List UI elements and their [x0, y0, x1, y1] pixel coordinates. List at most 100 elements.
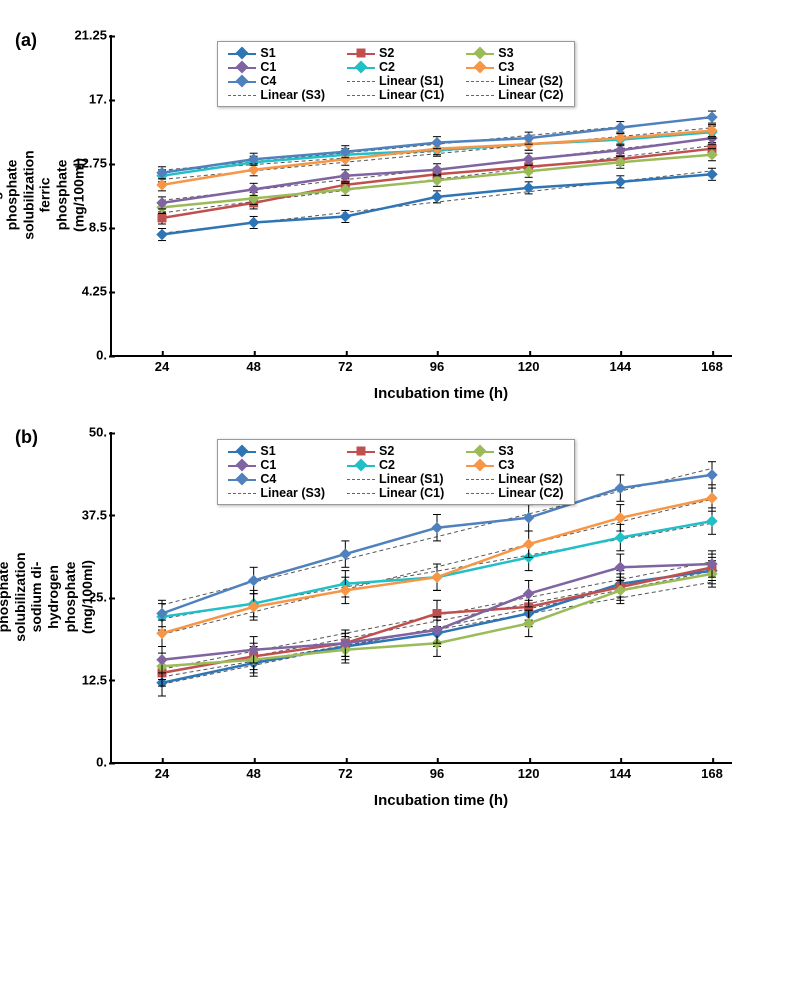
chart-b-area: Inorganic phosphate solubilization sodiu…: [110, 432, 732, 764]
legend-item: S1: [228, 444, 325, 458]
x-tick: 96: [430, 359, 444, 374]
x-tick: 48: [246, 766, 260, 781]
chart-a-y-ticks: 0.4.258.512.7517.21.25: [62, 35, 107, 355]
legend-swatch: [466, 47, 494, 59]
legend-item: S1: [228, 46, 325, 60]
panel-a-label: (a): [15, 30, 37, 51]
legend-item: Linear (S2): [466, 74, 563, 88]
legend-item: Linear (S1): [347, 74, 444, 88]
legend-label: S2: [379, 444, 394, 458]
legend-item: S3: [466, 46, 563, 60]
legend-label: Linear (C2): [498, 486, 563, 500]
y-tick: 12.5: [62, 672, 107, 687]
legend-item: C2: [347, 60, 444, 74]
legend-swatch: [466, 459, 494, 471]
legend-label: Linear (C1): [379, 88, 444, 102]
legend-item: Linear (S2): [466, 472, 563, 486]
legend-label: C3: [498, 458, 514, 472]
legend-item: C4: [228, 74, 325, 88]
legend-swatch: [347, 61, 375, 73]
legend-label: C3: [498, 60, 514, 74]
x-tick: 72: [338, 359, 352, 374]
panel-b-label: (b): [15, 427, 38, 448]
x-tick: 72: [338, 766, 352, 781]
legend-swatch: [466, 445, 494, 457]
legend-swatch: [466, 473, 494, 485]
y-tick: 8.5: [62, 220, 107, 235]
legend-label: S1: [260, 444, 275, 458]
legend-label: S2: [379, 46, 394, 60]
legend-swatch: [347, 473, 375, 485]
x-tick: 120: [518, 766, 540, 781]
chart-a-area: Inorganic phosphate solubilization ferri…: [110, 35, 732, 357]
legend-swatch: [466, 61, 494, 73]
y-tick: 50.: [62, 425, 107, 440]
legend-swatch: [228, 459, 256, 471]
legend-label: S3: [498, 444, 513, 458]
chart-b-x-ticks: 24487296120144168: [112, 766, 732, 786]
legend-label: C4: [260, 472, 276, 486]
legend-swatch: [466, 89, 494, 101]
legend-item: Linear (S1): [347, 472, 444, 486]
legend-swatch: [228, 47, 256, 59]
y-tick: 37.5: [62, 507, 107, 522]
legend-item: C3: [466, 458, 563, 472]
legend-label: C2: [379, 60, 395, 74]
legend-swatch: [228, 61, 256, 73]
x-tick: 120: [518, 359, 540, 374]
x-tick: 144: [609, 359, 631, 374]
legend-label: Linear (S3): [260, 88, 325, 102]
legend-label: Linear (S1): [379, 74, 444, 88]
y-tick: 4.25: [62, 284, 107, 299]
legend-swatch: [347, 445, 375, 457]
legend-item: Linear (C1): [347, 88, 444, 102]
legend-swatch: [228, 89, 256, 101]
legend-swatch: [347, 487, 375, 499]
chart-b-x-label: Incubation time (h): [110, 792, 772, 809]
legend-label: Linear (C2): [498, 88, 563, 102]
legend-swatch: [228, 75, 256, 87]
chart-b-y-ticks: 0.12.525.37.550.: [62, 432, 107, 762]
legend-label: Linear (S2): [498, 74, 563, 88]
legend-item: C1: [228, 60, 325, 74]
y-tick: 25.: [62, 590, 107, 605]
chart-a-x-label: Incubation time (h): [110, 385, 772, 402]
legend-swatch: [347, 47, 375, 59]
legend-item: C1: [228, 458, 325, 472]
legend-item: Linear (S3): [228, 88, 325, 102]
legend-item: C3: [466, 60, 563, 74]
legend-label: C1: [260, 458, 276, 472]
legend-swatch: [228, 473, 256, 485]
legend-label: Linear (S3): [260, 486, 325, 500]
panel-b: (b) Inorganic phosphate solubilization s…: [20, 432, 772, 809]
legend-swatch: [466, 487, 494, 499]
y-tick: 17.: [62, 92, 107, 107]
legend-item: Linear (S3): [228, 486, 325, 500]
panel-a: (a) Inorganic phosphate solubilization f…: [20, 35, 772, 402]
x-tick: 24: [155, 359, 169, 374]
legend-swatch: [228, 445, 256, 457]
legend-item: Linear (C2): [466, 88, 563, 102]
chart-b-legend: S1S2S3C1C2C3C4Linear (S1)Linear (S2)Line…: [217, 439, 574, 505]
y-tick: 21.25: [62, 28, 107, 43]
legend-swatch: [466, 75, 494, 87]
chart-a-x-ticks: 24487296120144168: [112, 359, 732, 379]
legend-item: C4: [228, 472, 325, 486]
legend-label: Linear (S1): [379, 472, 444, 486]
x-tick: 96: [430, 766, 444, 781]
y-tick: 0.: [62, 755, 107, 770]
legend-label: C1: [260, 60, 276, 74]
legend-item: Linear (C2): [466, 486, 563, 500]
chart-a-legend: S1S2S3C1C2C3C4Linear (S1)Linear (S2)Line…: [217, 41, 574, 107]
x-tick: 144: [609, 766, 631, 781]
y-tick: 0.: [62, 348, 107, 363]
legend-label: S3: [498, 46, 513, 60]
legend-swatch: [347, 459, 375, 471]
figure-container: (a) Inorganic phosphate solubilization f…: [20, 35, 772, 809]
legend-label: S1: [260, 46, 275, 60]
legend-item: S2: [347, 444, 444, 458]
legend-swatch: [228, 487, 256, 499]
legend-item: S2: [347, 46, 444, 60]
legend-swatch: [347, 75, 375, 87]
legend-label: C4: [260, 74, 276, 88]
